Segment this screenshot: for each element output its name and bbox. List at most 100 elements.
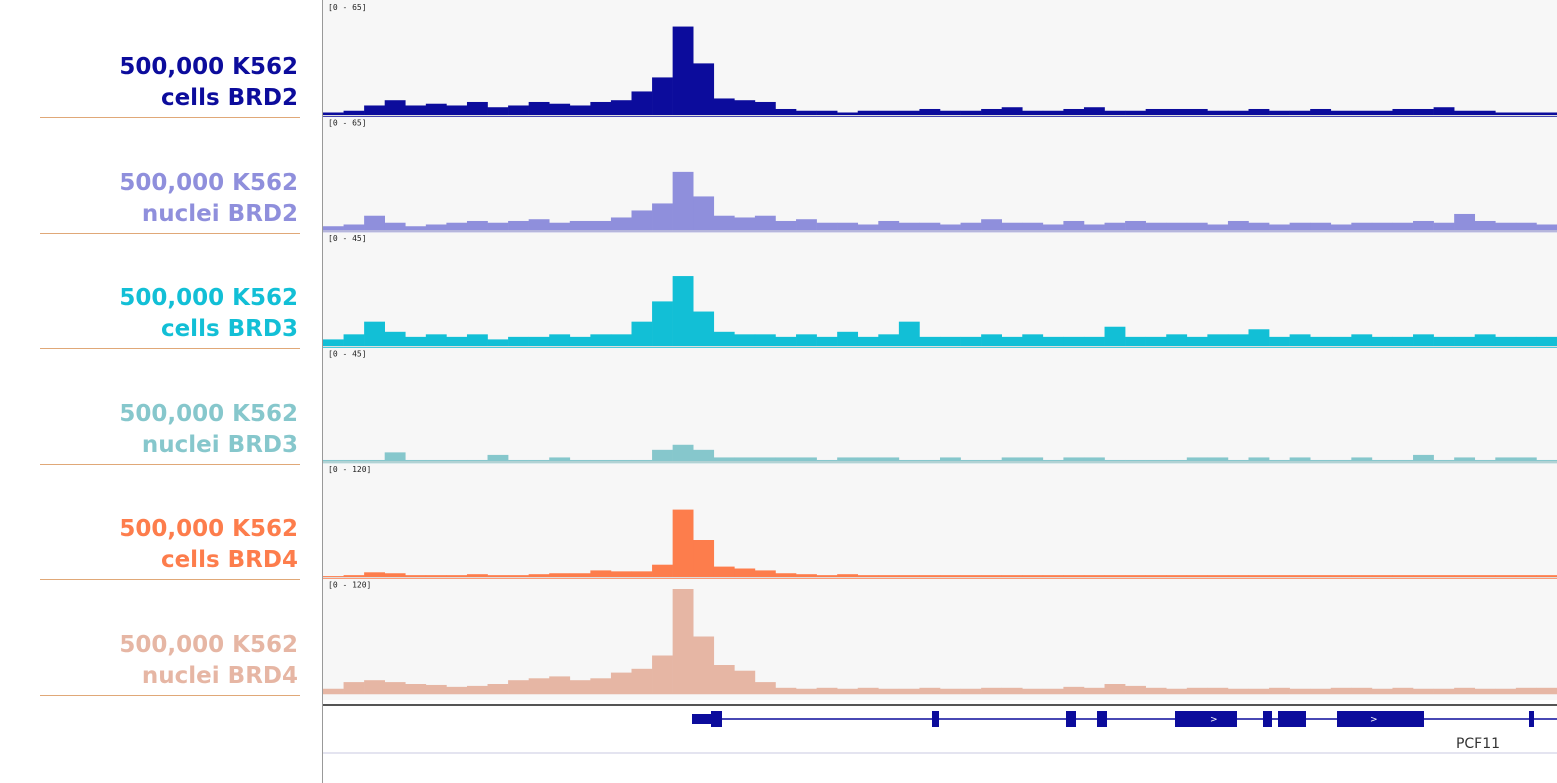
coverage-bar <box>1433 336 1455 347</box>
coverage-bar <box>590 101 612 116</box>
coverage-bar <box>816 110 838 116</box>
coverage-bar <box>590 459 612 463</box>
range-label: [0 - 45] <box>328 234 367 243</box>
coverage-bar <box>590 570 612 578</box>
coverage-bar <box>405 684 427 694</box>
coverage-bar <box>1083 575 1105 578</box>
coverage-bar <box>1063 108 1085 116</box>
coverage-bar <box>1515 336 1537 347</box>
coverage-bar <box>940 224 961 232</box>
coverage-bar <box>487 339 509 347</box>
coverage-bar <box>610 571 632 578</box>
coverage-bar <box>1310 688 1332 694</box>
coverage-bar <box>1351 110 1373 116</box>
coverage-bar <box>754 457 776 463</box>
track-title: 500,000 K562 cells BRD3 <box>40 283 298 345</box>
coverage-bar <box>323 459 344 463</box>
coverage-bar <box>672 26 694 116</box>
coverage-bar <box>1536 336 1557 347</box>
coverage-bar <box>528 101 550 116</box>
coverage-bar <box>775 457 797 463</box>
coverage-bar <box>1042 688 1064 694</box>
track-title-text: 500,000 K562 nuclei BRD2 <box>119 169 298 227</box>
coverage-bar <box>343 334 365 347</box>
coverage-bar <box>837 457 859 463</box>
coverage-bar <box>1454 457 1476 463</box>
coverage-bar <box>857 224 879 232</box>
coverage-bar <box>528 336 550 347</box>
coverage-bar <box>1042 336 1064 347</box>
range-label: [0 - 65] <box>328 3 367 12</box>
coverage-bar <box>1474 459 1496 463</box>
coverage-bar <box>1001 687 1023 694</box>
track-underline <box>40 694 300 696</box>
coverage-bar <box>1207 687 1229 694</box>
coverage-bar <box>816 222 838 232</box>
coverage-bar <box>837 222 859 232</box>
coverage-bar <box>775 336 797 347</box>
coverage-bar <box>1536 687 1557 694</box>
coverage-bar <box>1145 108 1167 116</box>
coverage-bar <box>590 678 612 694</box>
coverage-bar <box>754 334 776 347</box>
coverage-bar <box>1515 687 1537 694</box>
coverage-bar <box>1104 459 1126 463</box>
coverage-bar <box>837 331 859 347</box>
coverage-bar <box>1330 687 1352 694</box>
coverage-bar <box>898 321 920 347</box>
coverage-bar <box>1536 224 1557 232</box>
coverage-bar <box>631 668 653 694</box>
coverage-bar <box>466 685 488 694</box>
coverage-bar <box>446 105 468 116</box>
coverage-bar <box>405 575 427 578</box>
coverage-bar <box>754 215 776 232</box>
coverage-bar <box>549 103 571 116</box>
coverage-bar <box>508 459 529 463</box>
coverage-bar <box>1186 687 1208 694</box>
coverage-bar <box>631 459 653 463</box>
coverage-bar <box>960 110 982 116</box>
coverage-bar <box>569 459 591 463</box>
coverage-bar <box>1269 459 1290 463</box>
coverage-bar <box>1207 457 1229 463</box>
coverage-bar <box>796 574 817 578</box>
coverage-bar <box>940 688 961 694</box>
coverage-bar <box>1474 334 1496 347</box>
coverage-bar <box>693 63 715 116</box>
coverage-bar <box>1125 575 1146 578</box>
coverage-bar <box>1083 457 1105 463</box>
coverage-bar <box>610 217 632 232</box>
coverage-bar <box>878 220 900 232</box>
coverage-bar <box>1289 457 1311 463</box>
coverage-bar <box>1536 459 1557 463</box>
coverage-bar <box>1351 457 1373 463</box>
coverage-bar <box>1433 459 1455 463</box>
coverage-bar <box>1433 575 1455 578</box>
track-title: 500,000 K562 cells BRD2 <box>40 52 298 114</box>
coverage-bar <box>384 222 406 232</box>
coverage-bar <box>384 100 406 116</box>
coverage-bar <box>816 336 838 347</box>
coverage-bar <box>446 686 468 694</box>
coverage-bar <box>919 108 941 116</box>
coverage-bar <box>549 334 571 347</box>
coverage-bar <box>775 573 797 578</box>
coverage-bar <box>487 222 509 232</box>
coverage-bar <box>1166 334 1188 347</box>
coverage-bar <box>1001 336 1023 347</box>
coverage-bar <box>590 220 612 232</box>
coverage-bar <box>1371 110 1393 116</box>
coverage-bar <box>816 459 838 463</box>
coverage-bar <box>1042 110 1064 116</box>
coverage-bar <box>1413 108 1434 116</box>
coverage-bar <box>466 459 488 463</box>
coverage-bar <box>1474 575 1496 578</box>
coverage-bar <box>1289 222 1311 232</box>
coverage-bar <box>425 575 447 578</box>
coverage-bar <box>1371 336 1393 347</box>
coverage-bar <box>898 688 920 694</box>
track-title-text: 500,000 K562 cells BRD2 <box>119 54 298 111</box>
coverage-bar <box>1022 222 1044 232</box>
coverage-bar <box>1495 575 1517 578</box>
